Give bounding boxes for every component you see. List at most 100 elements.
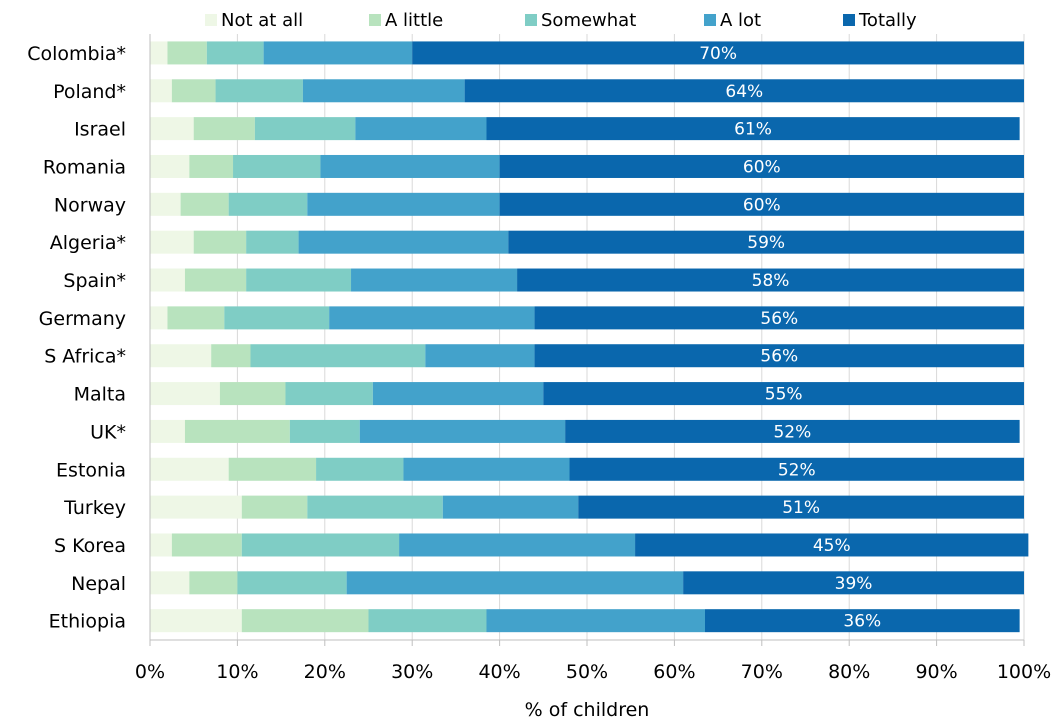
bar-segment: [578, 495, 1024, 519]
bar-segment: [150, 117, 194, 141]
bar-row: [150, 609, 1020, 633]
bar-segment: [193, 117, 255, 141]
bar-segment: [263, 41, 413, 65]
bar-row: [150, 41, 1024, 65]
data-labels: 70% 64% 61% 60% 60% 59% 58% 56% 56% 55% 52% 52% 51% 4…: [699, 44, 881, 632]
bar-segment: [517, 268, 1024, 292]
bar-row: [150, 306, 1024, 330]
y-tick-label: S Korea: [54, 535, 126, 557]
bar-segment: [246, 230, 299, 254]
data-label: 39%: [835, 574, 873, 594]
legend-item: A lot: [704, 10, 761, 31]
bar-row: [150, 192, 1025, 216]
bar-row: [150, 344, 1024, 368]
bar-segment: [442, 495, 579, 519]
legend: Not at all A little Somewhat A lot Totally: [205, 10, 917, 31]
data-label: 52%: [773, 422, 811, 442]
bar-segment: [233, 154, 321, 178]
y-tick-label: Norway: [54, 194, 126, 216]
bar-segment: [241, 533, 400, 557]
bar-segment: [150, 79, 172, 103]
bar-segment: [150, 306, 168, 330]
bar-segment: [329, 306, 535, 330]
x-tick-label: 70%: [741, 661, 783, 683]
bar-segment: [534, 344, 1024, 368]
data-label: 58%: [752, 271, 790, 291]
bar-segment: [499, 192, 1025, 216]
y-tick-label: Poland*: [53, 81, 126, 103]
bar-row: [150, 79, 1024, 103]
bar-segment: [150, 382, 220, 406]
bar-segment: [486, 117, 1020, 141]
legend-item: Not at all: [205, 10, 303, 31]
bars: [150, 41, 1029, 633]
x-tick-label: 100%: [997, 661, 1051, 683]
y-tick-label: Estonia: [56, 459, 126, 481]
bar-segment: [150, 533, 172, 557]
data-label: 64%: [725, 82, 763, 102]
bar-segment: [241, 495, 308, 519]
y-tick-label: Colombia*: [27, 43, 126, 65]
x-tick-label: 90%: [915, 661, 957, 683]
legend-swatch: [525, 14, 537, 26]
bar-segment: [206, 41, 264, 65]
legend-item: Somewhat: [525, 10, 636, 31]
bar-row: [150, 419, 1020, 443]
bar-segment: [307, 495, 443, 519]
y-tick-label: Turkey: [63, 497, 126, 519]
data-label: 56%: [760, 309, 798, 329]
data-label: 60%: [743, 157, 781, 177]
data-label: 55%: [765, 385, 803, 405]
bar-segment: [486, 609, 705, 633]
bar-segment: [704, 609, 1020, 633]
bar-segment: [355, 117, 487, 141]
legend-label: Totally: [858, 10, 917, 31]
y-tick-label: Spain*: [63, 270, 126, 292]
x-tick-label: 10%: [216, 661, 258, 683]
bar-segment: [359, 419, 566, 443]
bar-segment: [184, 419, 290, 443]
bar-segment: [180, 192, 229, 216]
bar-segment: [171, 533, 242, 557]
bar-segment: [215, 79, 303, 103]
bar-segment: [320, 154, 500, 178]
bar-segment: [150, 268, 185, 292]
bar-row: [150, 230, 1025, 254]
bar-segment: [167, 306, 225, 330]
bar-segment: [289, 419, 360, 443]
legend-swatch: [843, 14, 855, 26]
legend-label: Not at all: [221, 10, 303, 31]
y-tick-label: Israel: [74, 119, 126, 141]
bar-segment: [508, 230, 1025, 254]
legend-swatch: [704, 14, 716, 26]
data-label: 36%: [843, 612, 881, 632]
bar-segment: [250, 344, 426, 368]
bar-segment: [399, 533, 636, 557]
bar-segment: [219, 382, 286, 406]
bar-segment: [228, 192, 308, 216]
data-label: 60%: [743, 195, 781, 215]
bar-row: [150, 382, 1024, 406]
bar-segment: [150, 230, 194, 254]
x-tick-label: 80%: [828, 661, 870, 683]
data-label: 59%: [747, 233, 785, 253]
data-label: 45%: [813, 536, 851, 556]
bar-segment: [150, 457, 229, 481]
data-label: 56%: [760, 347, 798, 367]
data-label: 70%: [699, 44, 737, 64]
bar-segment: [368, 609, 487, 633]
bar-segment: [316, 457, 404, 481]
bar-segment: [425, 344, 535, 368]
bar-segment: [150, 495, 242, 519]
bar-segment: [285, 382, 373, 406]
bar-row: [150, 117, 1020, 141]
bar-row: [150, 495, 1024, 519]
bar-segment: [237, 571, 347, 595]
bar-segment: [307, 192, 500, 216]
bar-segment: [189, 154, 234, 178]
bar-segment: [211, 344, 251, 368]
bar-segment: [302, 79, 465, 103]
bar-segment: [351, 268, 518, 292]
